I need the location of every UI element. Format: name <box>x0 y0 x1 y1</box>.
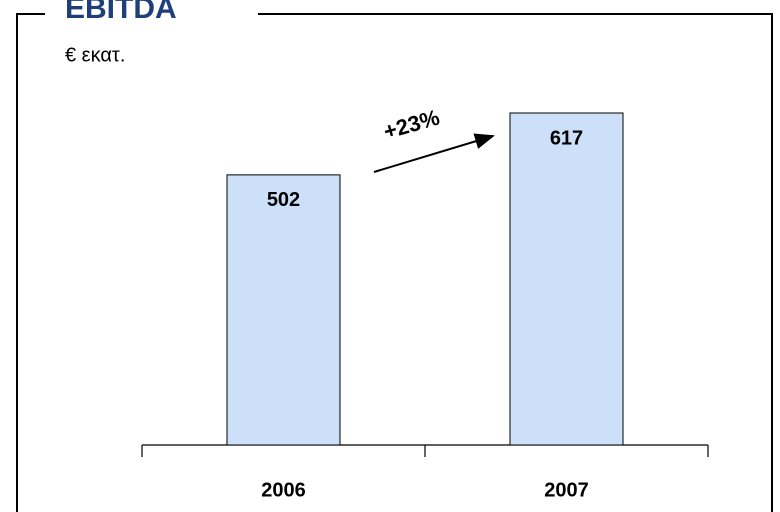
frame <box>16 13 773 512</box>
data-label: 617 <box>550 127 583 149</box>
x-tick-label: 2006 <box>261 479 306 501</box>
data-label: 502 <box>267 189 300 211</box>
bar <box>509 112 624 446</box>
growth-arrow <box>373 133 495 173</box>
annotation: +23% <box>381 105 443 145</box>
chart-title: EBITDA <box>65 0 177 25</box>
x-tick-label: 2007 <box>544 479 589 501</box>
subtitle: € εκατ. <box>65 44 125 66</box>
bar <box>226 174 341 446</box>
